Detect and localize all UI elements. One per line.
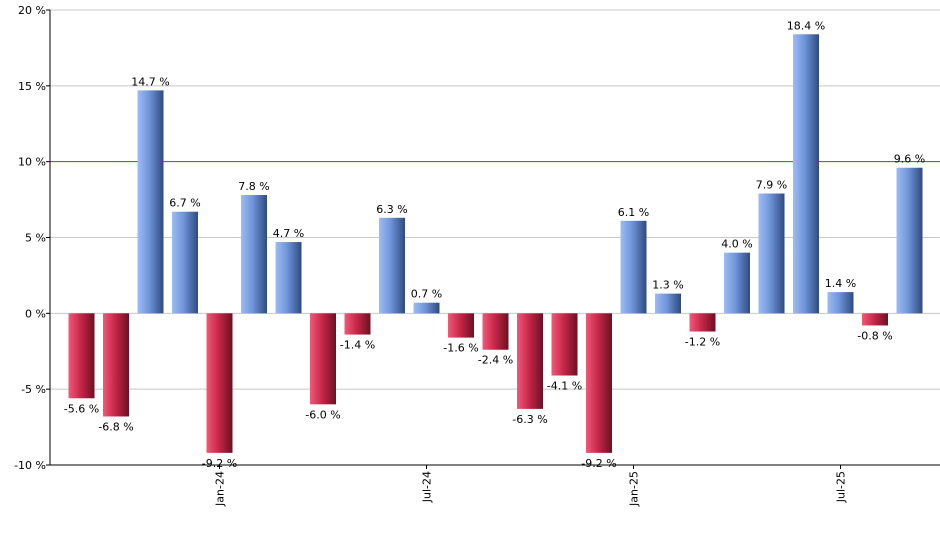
y-tick-label: -10 % xyxy=(14,459,46,472)
bar xyxy=(68,313,95,399)
bar xyxy=(103,313,129,417)
bar xyxy=(551,313,578,376)
bar-value-label: 7.9 % xyxy=(756,179,787,192)
bar xyxy=(620,220,647,314)
bar xyxy=(655,293,681,314)
bar-value-label: -9.2 % xyxy=(581,457,616,470)
y-tick-label: 5 % xyxy=(25,232,46,245)
bar-value-label: -6.8 % xyxy=(98,420,133,433)
bar-value-label: 4.7 % xyxy=(273,227,304,240)
bar xyxy=(137,90,164,314)
bar xyxy=(413,302,440,314)
x-tick-label: Jan-24 xyxy=(214,471,227,507)
bar xyxy=(344,313,371,335)
bar xyxy=(896,167,923,314)
y-tick-label: -5 % xyxy=(21,383,46,396)
x-tick-label: Jan-25 xyxy=(628,471,641,507)
bar-value-label: -2.4 % xyxy=(478,354,513,367)
y-tick-label: 10 % xyxy=(18,156,46,169)
bar-value-label: -9.2 % xyxy=(202,457,237,470)
bar-value-label: 9.6 % xyxy=(894,153,925,166)
bar xyxy=(172,211,198,314)
bar-value-label: 6.3 % xyxy=(376,203,407,216)
bars xyxy=(68,34,923,453)
bar xyxy=(310,313,336,405)
x-tick-label: Jul-25 xyxy=(835,471,848,503)
bar xyxy=(275,242,302,314)
bar-value-label: 1.3 % xyxy=(652,279,683,292)
bar-value-label: -6.0 % xyxy=(305,408,340,421)
bar-value-label: 18.4 % xyxy=(787,19,825,32)
bar xyxy=(827,292,854,314)
bar xyxy=(241,195,267,314)
bar-value-label: 7.8 % xyxy=(238,180,269,193)
bar-value-label: -1.6 % xyxy=(443,342,478,355)
bar-value-label: -1.4 % xyxy=(340,339,375,352)
bar xyxy=(482,313,509,350)
bar xyxy=(379,217,405,314)
bar xyxy=(793,34,819,314)
y-tick-label: 0 % xyxy=(25,307,46,320)
x-tick-label: Jul-24 xyxy=(421,471,434,503)
bar-value-label: 14.7 % xyxy=(131,75,169,88)
bar-value-label: 1.4 % xyxy=(825,277,856,290)
bar-value-label: -1.2 % xyxy=(685,336,720,349)
bar xyxy=(206,313,233,453)
bar xyxy=(517,313,543,409)
bar-value-label: -4.1 % xyxy=(547,380,582,393)
bar xyxy=(689,313,716,332)
bar xyxy=(758,193,785,314)
bar-value-label: -6.3 % xyxy=(512,413,547,426)
y-tick-label: 15 % xyxy=(18,80,46,93)
bar-value-label: -5.6 % xyxy=(64,402,99,415)
bar xyxy=(448,313,474,338)
bar-value-label: -0.8 % xyxy=(857,329,892,342)
y-tick-label: 20 % xyxy=(18,4,46,17)
axes: 20 % 15 % 10 % 5 % 0 % -5 % -10 % Jan-24 Jul-24 J… xyxy=(14,4,940,507)
bar xyxy=(724,252,750,314)
bar xyxy=(586,313,612,453)
data-labels: -5.6 % -6.8 % 14.7 % 6.7 % -9.2 % 7.8 % 4.7 % -… xyxy=(64,19,925,470)
bar xyxy=(862,313,888,326)
bar-value-label: 6.7 % xyxy=(169,197,200,210)
bar-value-label: 4.0 % xyxy=(721,238,752,251)
bar-value-label: 6.1 % xyxy=(618,206,649,219)
bar-value-label: 0.7 % xyxy=(411,288,442,301)
